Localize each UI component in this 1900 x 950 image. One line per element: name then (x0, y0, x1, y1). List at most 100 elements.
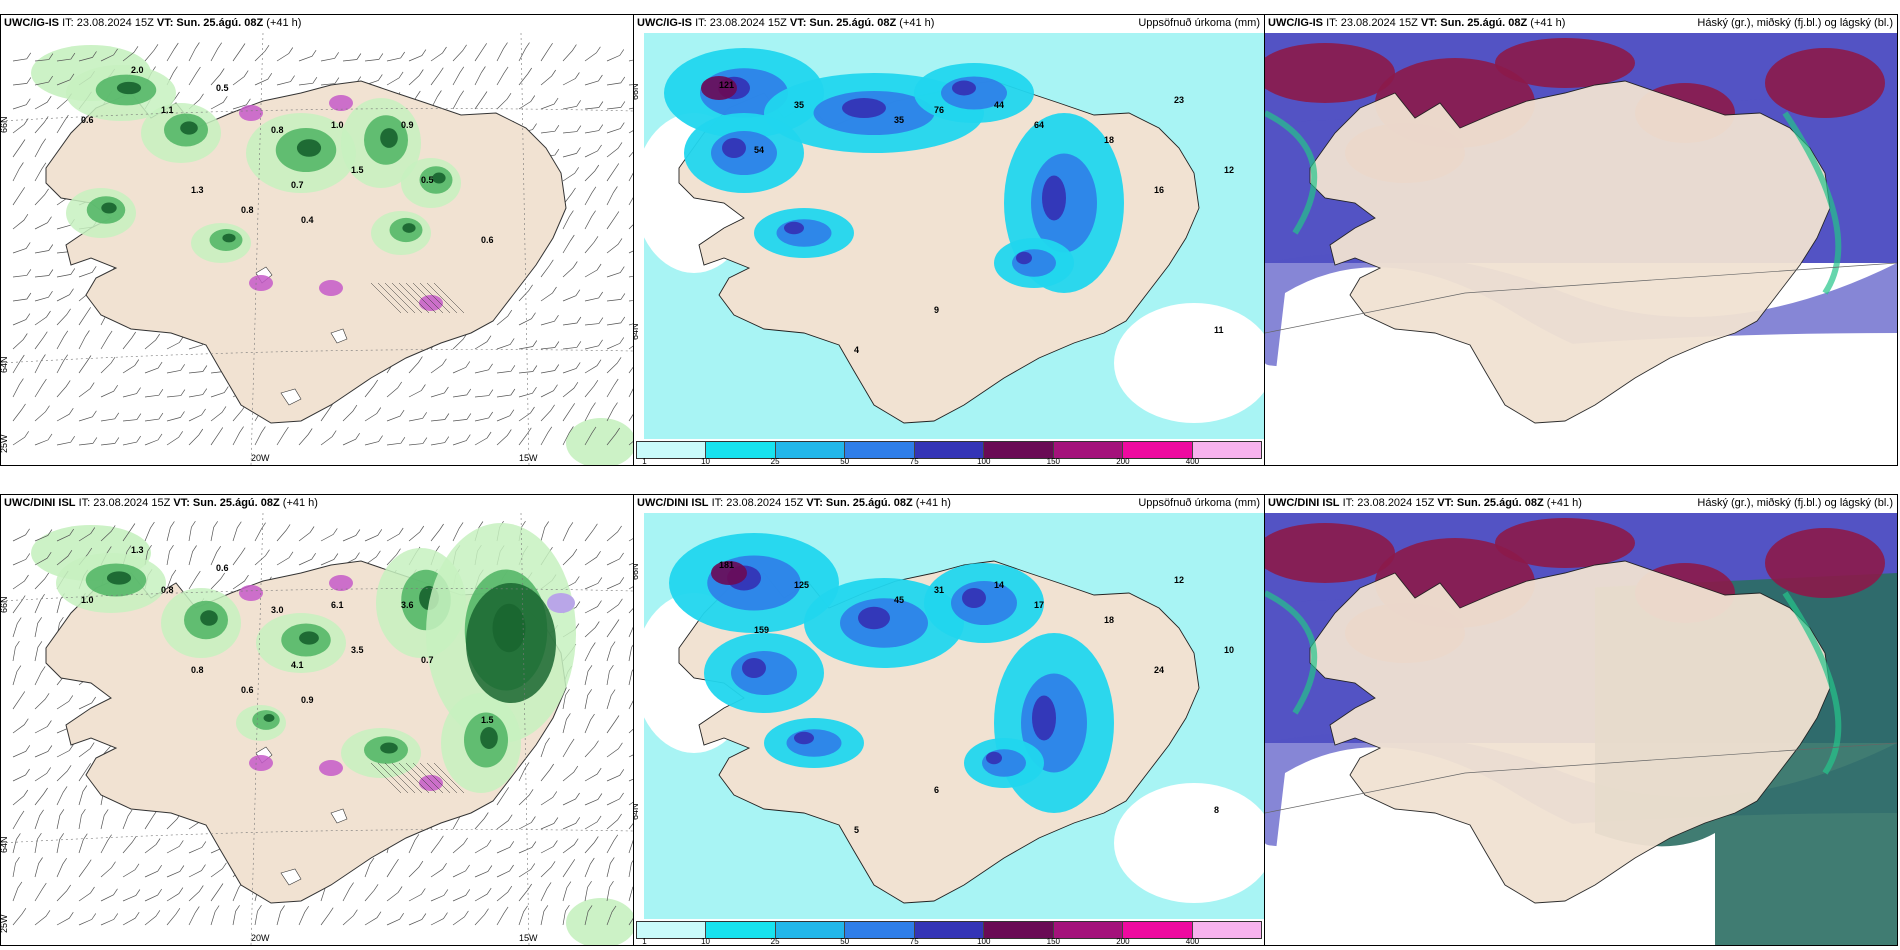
wind-barb (78, 437, 98, 446)
wind-barb (562, 100, 581, 110)
wind-barb (584, 124, 604, 134)
wind-barb (562, 261, 578, 278)
wind-barb (364, 379, 378, 398)
wind-barb (584, 317, 604, 326)
wind-barb (232, 574, 249, 590)
wind-barb (78, 266, 97, 278)
wind-barb (562, 689, 570, 710)
wind-barb (166, 411, 185, 422)
wind-barb (518, 67, 532, 86)
wind-barb (34, 910, 51, 926)
wind-barb (386, 859, 399, 878)
wind-barb (122, 809, 133, 830)
lat-label-64: 64N (634, 323, 640, 340)
wind-barb (628, 608, 633, 614)
wind-barb (144, 521, 155, 542)
wind-barb (188, 365, 208, 374)
wind-barb (210, 96, 228, 110)
wind-barb (452, 333, 468, 350)
dry-area (1114, 783, 1264, 903)
precip-heavy (299, 631, 319, 645)
map-cloud-bottom[interactable] (1265, 513, 1897, 945)
wind-barb (12, 810, 25, 830)
wind-barb (188, 906, 200, 926)
wind-barb (276, 551, 294, 566)
map-precip-top[interactable]: 121 35 54 35 76 44 64 18 16 23 12 9 4 11 66N 64N (634, 33, 1264, 439)
wind-barb (232, 70, 249, 86)
wind-barb (606, 905, 617, 926)
wind-barb (628, 728, 633, 734)
wind-barb (562, 72, 580, 86)
wind-barb (56, 288, 74, 302)
map-wind-bottom[interactable]: 66N 64N 20W 15W 25W 1.3 0.6 1.0 0.8 3.0 6.1 3.6 4.1 3… (1, 513, 633, 945)
wind-barb (56, 912, 74, 926)
wind-barb (56, 744, 74, 758)
wind-barb (474, 431, 492, 446)
precip-value-label: 181 (719, 560, 734, 570)
wind-barb (166, 569, 177, 590)
wind-barb (78, 410, 97, 422)
wind-barb (342, 53, 362, 62)
colorbar-tick-label: 400 (1185, 457, 1200, 466)
wind-barb (562, 187, 576, 206)
wind-barb (320, 52, 339, 62)
lat-label-66: 66N (1, 116, 9, 133)
precip-value-label: 64 (1034, 120, 1044, 130)
precip-value-label: 10 (1224, 645, 1234, 655)
colorbar-swatch (637, 442, 707, 458)
wind-barb (430, 523, 444, 542)
colorbar-tick-label: 400 (1185, 937, 1200, 946)
wind-barb (496, 864, 514, 878)
precip-value-label: 0.6 (481, 235, 494, 245)
colorbar-swatch (914, 442, 985, 458)
panel-wind-top: UWC/IG-IS IT: 23.08.2024 15Z VT: Sun. 25… (0, 14, 634, 466)
wind-barb (342, 882, 354, 902)
wind-barb (540, 861, 556, 878)
wind-barb (518, 841, 537, 854)
wind-barb (122, 912, 140, 926)
wind-barb (562, 362, 581, 374)
wind-barb (298, 428, 313, 446)
wind-barb (584, 793, 603, 806)
wind-barb (628, 839, 633, 854)
wind-barb (562, 316, 582, 326)
wind-barb (540, 840, 558, 854)
wind-barb (408, 412, 427, 422)
map-precip-bottom[interactable]: 181 125 159 45 31 14 17 18 24 12 10 6 5 8 66N 64N (634, 513, 1264, 919)
precip-value-label: 1.1 (161, 105, 174, 115)
precip-value-label: 3.0 (271, 605, 284, 615)
wind-barb (56, 436, 75, 446)
wind-barb (518, 95, 536, 110)
precip-value-label: 5 (854, 825, 859, 835)
wind-barb (430, 835, 444, 854)
wind-barb (496, 885, 513, 902)
wind-barb (166, 840, 184, 854)
precip-value-label: 12 (1224, 165, 1234, 175)
wind-barb (540, 259, 554, 278)
wind-barb (144, 412, 164, 422)
wind-barb (166, 42, 179, 62)
map-wind-top[interactable]: 66N 64N 20W 15W 25W 2.0 0.5 0.6 1.1 0.8 1.0 0.9 0.7 1… (1, 33, 633, 465)
wind-barb (474, 865, 493, 878)
precip-heavy (480, 727, 498, 749)
wind-barb (540, 404, 555, 422)
precip-band-peak (1016, 251, 1032, 265)
wind-barb (518, 905, 528, 926)
wind-barb (56, 809, 65, 830)
map-cloud-top[interactable] (1265, 33, 1897, 465)
wind-barb (122, 863, 140, 878)
wind-barb (430, 358, 447, 374)
wind-barb (606, 619, 620, 638)
wind-barb (188, 42, 200, 62)
wind-barb (100, 330, 113, 350)
hatch-line (412, 762, 444, 794)
colorbar-swatch (845, 922, 915, 938)
wind-barb (628, 886, 633, 902)
wind-barb (100, 809, 109, 830)
wind-barb (34, 529, 53, 542)
wind-barb (298, 553, 316, 566)
wind-barb (100, 412, 120, 422)
wind-barb (12, 768, 30, 782)
wind-barb (56, 765, 72, 782)
precip-value-label: 0.7 (421, 655, 434, 665)
